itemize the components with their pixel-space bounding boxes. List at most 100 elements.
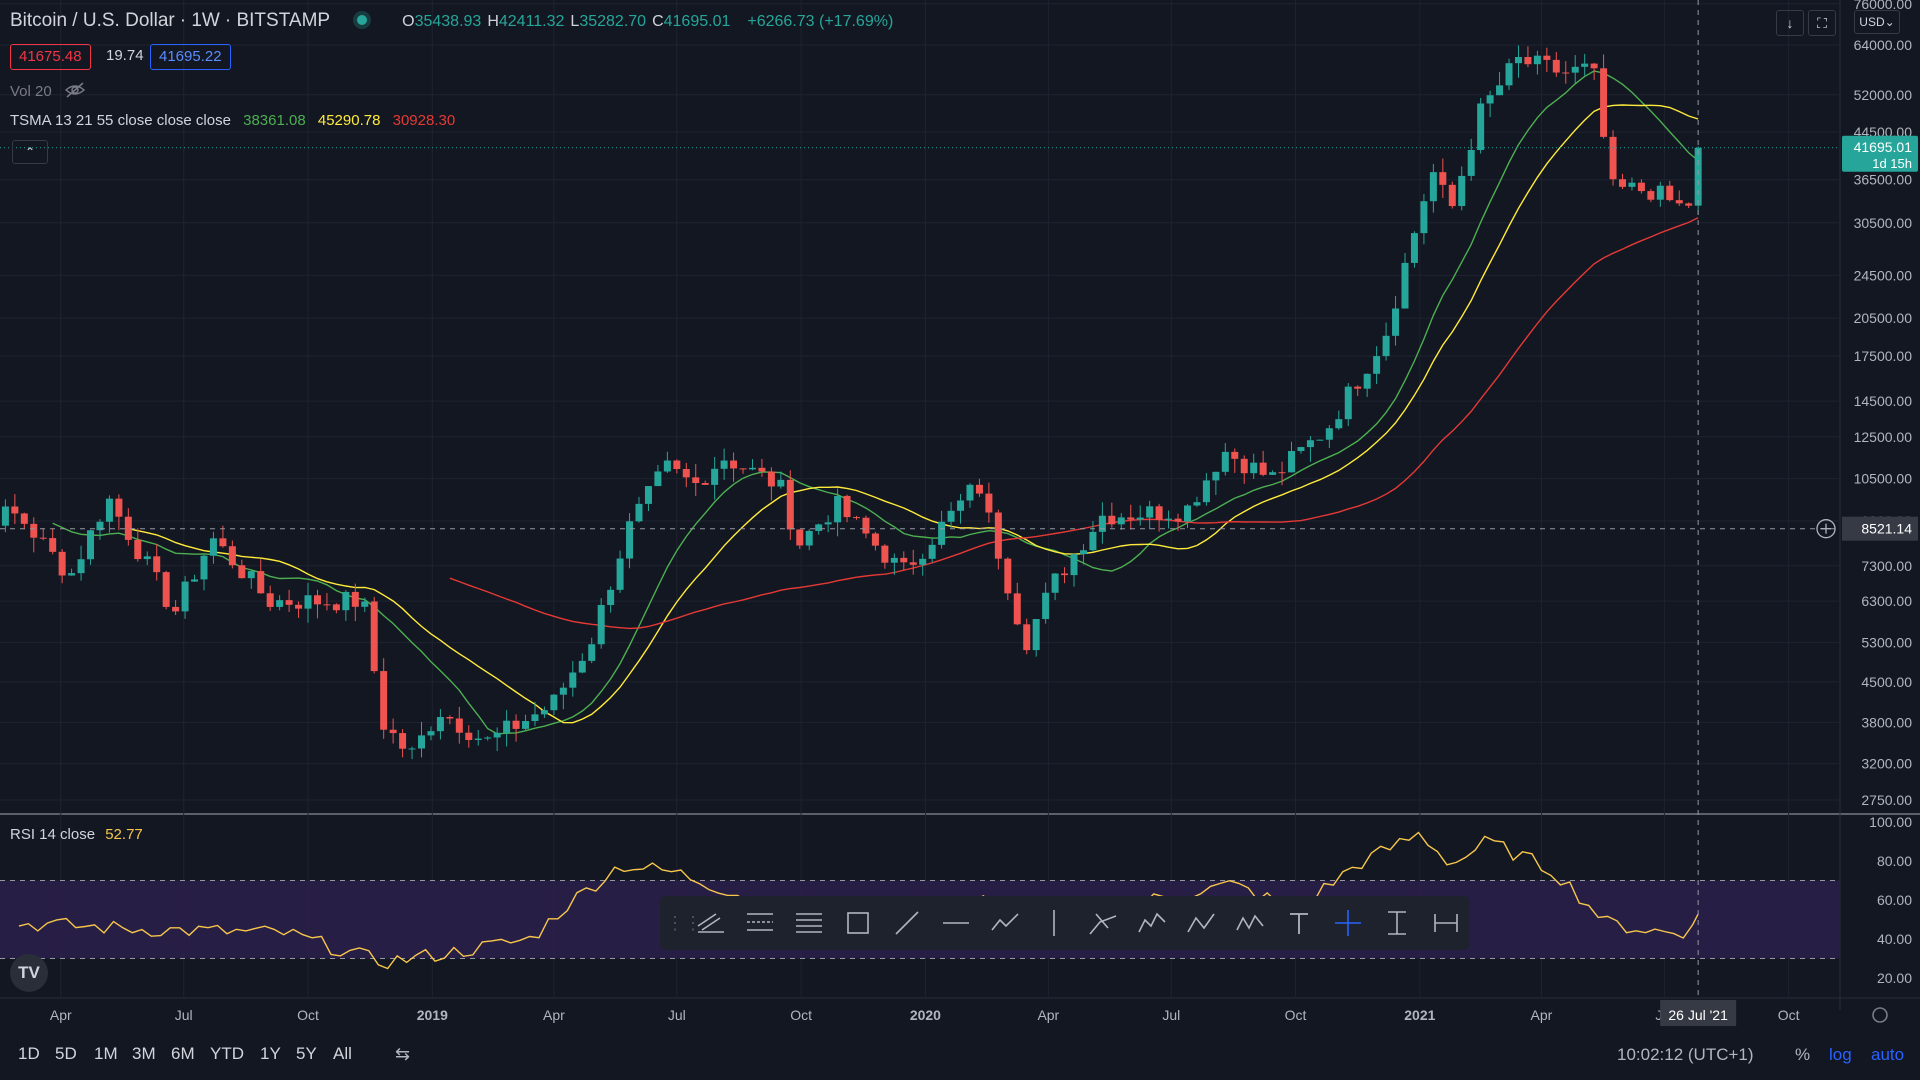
interval-label[interactable]: 1W: [191, 10, 220, 31]
candle-body: [408, 748, 416, 750]
path-tool[interactable]: [980, 896, 1029, 950]
fib-retracement-icon: [746, 913, 773, 931]
candle-body: [332, 604, 340, 611]
horizontal-lines-tool[interactable]: [784, 896, 833, 950]
price-range-tool[interactable]: [1372, 896, 1421, 950]
ohlc-values: O35438.93 H42411.32 L35282.70 C41695.01: [402, 13, 736, 30]
hidden-eye-icon[interactable]: [64, 82, 86, 102]
rectangle-tool[interactable]: [833, 896, 882, 950]
price-tick-label: 17500.00: [1854, 348, 1913, 364]
candle-body: [342, 591, 350, 611]
candle-body: [975, 484, 983, 494]
crosshair-tool[interactable]: [1323, 896, 1372, 950]
horizontal-line-tool[interactable]: [931, 896, 980, 950]
timeframe-1y[interactable]: 1Y: [260, 1044, 281, 1063]
candle-body: [607, 589, 615, 605]
candle-body: [1297, 447, 1305, 452]
drag-handle-icon[interactable]: ⋮⋮: [666, 912, 702, 933]
add-alert-icon[interactable]: [1816, 519, 1836, 539]
candle-body: [134, 539, 142, 560]
parallel-channel-icon: [697, 913, 724, 933]
rectangle-icon: [846, 912, 869, 934]
candle-body: [654, 471, 662, 487]
candle-body: [748, 467, 756, 470]
time-axis-label: Jul: [175, 1007, 193, 1023]
timeframe-3m[interactable]: 3M: [132, 1044, 156, 1063]
parallel-channel-tool[interactable]: [686, 896, 735, 950]
candle-body: [1410, 233, 1418, 263]
tsma-label[interactable]: TSMA 13 21 55 close close close: [10, 112, 231, 129]
time-axis-label: Jul: [668, 1007, 686, 1023]
sell-price-button[interactable]: 41675.48: [10, 44, 91, 70]
candle-body: [276, 600, 284, 607]
buy-price-button[interactable]: 41695.22: [150, 44, 231, 70]
market-status-icon: [357, 15, 368, 26]
price-tick-label: 7300.00: [1861, 558, 1912, 574]
candle-body: [58, 551, 66, 576]
date-range-icon[interactable]: ⇆: [395, 1044, 411, 1064]
candle-body: [1240, 458, 1248, 474]
candle-body: [1382, 335, 1390, 357]
candle-body: [313, 595, 321, 605]
elliott-wave-tool[interactable]: [1127, 896, 1176, 950]
candle-body: [616, 558, 624, 590]
time-axis-label: Apr: [1037, 1007, 1059, 1023]
candle-body: [1505, 63, 1513, 86]
candle-body: [1467, 150, 1475, 176]
drawing-toolbar: ⋮⋮: [660, 896, 1470, 950]
ohlc-key: C: [652, 13, 664, 30]
last-price-label-bg: [1842, 135, 1918, 172]
percent-toggle[interactable]: %: [1795, 1045, 1811, 1064]
clock[interactable]: 10:02:12 (UTC+1): [1617, 1045, 1754, 1064]
download-button[interactable]: ↓: [1776, 10, 1804, 36]
ohlc-value: 35438.93: [414, 13, 482, 30]
timeframe-1d[interactable]: 1D: [18, 1044, 40, 1063]
candle-body: [1183, 505, 1191, 522]
candle-body: [805, 530, 813, 546]
sma-55-line: [449, 217, 1699, 630]
candle-body: [815, 524, 823, 531]
timeframe-all[interactable]: All: [333, 1044, 352, 1063]
settings-icon[interactable]: [1872, 1007, 1888, 1023]
candle-body: [124, 516, 132, 540]
rsi-tick-label: 80.00: [1877, 853, 1912, 869]
candle-body: [1004, 558, 1012, 594]
price-tick-label: 52000.00: [1854, 87, 1913, 103]
candle-body: [720, 460, 728, 469]
candle-body: [682, 469, 690, 478]
timeframe-5d[interactable]: 5D: [55, 1044, 77, 1063]
vertical-line-tool[interactable]: [1029, 896, 1078, 950]
fullscreen-button[interactable]: ⛶: [1808, 10, 1836, 36]
text-tool[interactable]: [1274, 896, 1323, 950]
candle-body: [30, 523, 38, 538]
candle-body: [20, 513, 28, 524]
fib-retracement-tool[interactable]: [735, 896, 784, 950]
volume-label: Vol 20: [10, 82, 52, 100]
abcd-pattern-tool[interactable]: [1176, 896, 1225, 950]
timeframe-6m[interactable]: 6M: [171, 1044, 195, 1063]
collapse-legend-button[interactable]: ⌃: [12, 140, 48, 164]
candle-body: [465, 732, 473, 741]
timeframe-ytd[interactable]: YTD: [210, 1044, 244, 1063]
tradingview-logo[interactable]: TV: [10, 954, 48, 992]
candle-body: [1429, 172, 1437, 202]
timeframe-5y[interactable]: 5Y: [296, 1044, 317, 1063]
rsi-label[interactable]: RSI 14 close: [10, 826, 96, 843]
pitchfork-tool[interactable]: [1078, 896, 1127, 950]
candle-body: [105, 498, 113, 522]
exchange-label: BITSTAMP: [236, 10, 331, 31]
date-range-tool[interactable]: [1421, 896, 1470, 950]
trend-line-tool[interactable]: [882, 896, 931, 950]
price-tick-label: 2750.00: [1861, 792, 1912, 808]
ae-pattern-tool[interactable]: [1225, 896, 1274, 950]
candle-body: [966, 484, 974, 501]
currency-select[interactable]: USD⌄: [1854, 10, 1900, 34]
log-toggle[interactable]: log: [1829, 1045, 1852, 1064]
ohlc-key: H: [487, 13, 499, 30]
crosshair-date-label: 26 Jul '21: [1668, 1007, 1728, 1023]
timeframe-1m[interactable]: 1M: [94, 1044, 118, 1063]
auto-toggle[interactable]: auto: [1871, 1045, 1905, 1064]
symbol-name[interactable]: Bitcoin / U.S. Dollar: [10, 10, 175, 31]
candle-body: [1600, 68, 1608, 137]
